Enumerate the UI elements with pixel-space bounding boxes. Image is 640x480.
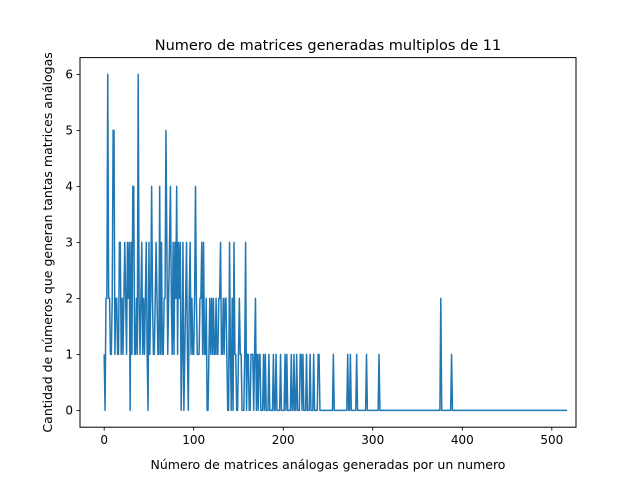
y-axis-ticks: 0 1 2 3 4 5 6 xyxy=(65,68,80,418)
x-axis-label: Número de matrices análogas generadas po… xyxy=(151,457,506,472)
x-tick-label: 400 xyxy=(451,433,474,447)
x-tick-label: 500 xyxy=(540,433,563,447)
x-axis-ticks: 0 100 200 300 400 500 xyxy=(100,427,563,447)
y-tick-label: 4 xyxy=(65,180,73,194)
y-tick-label: 2 xyxy=(65,292,73,306)
x-tick-label: 100 xyxy=(182,433,205,447)
chart-title: Numero de matrices generadas multiplos d… xyxy=(155,38,502,54)
y-axis-label: Cantidad de números que generan tantas m… xyxy=(40,52,55,432)
y-tick-label: 6 xyxy=(65,68,73,82)
y-tick-label: 0 xyxy=(65,404,73,418)
y-tick-label: 3 xyxy=(65,236,73,250)
plot-lines xyxy=(103,73,568,412)
series-line-1 xyxy=(103,73,568,412)
x-tick-label: 200 xyxy=(272,433,295,447)
x-tick-label: 300 xyxy=(361,433,384,447)
x-tick-label: 0 xyxy=(100,433,108,447)
y-tick-label: 1 xyxy=(65,348,73,362)
y-tick-label: 5 xyxy=(65,124,73,138)
